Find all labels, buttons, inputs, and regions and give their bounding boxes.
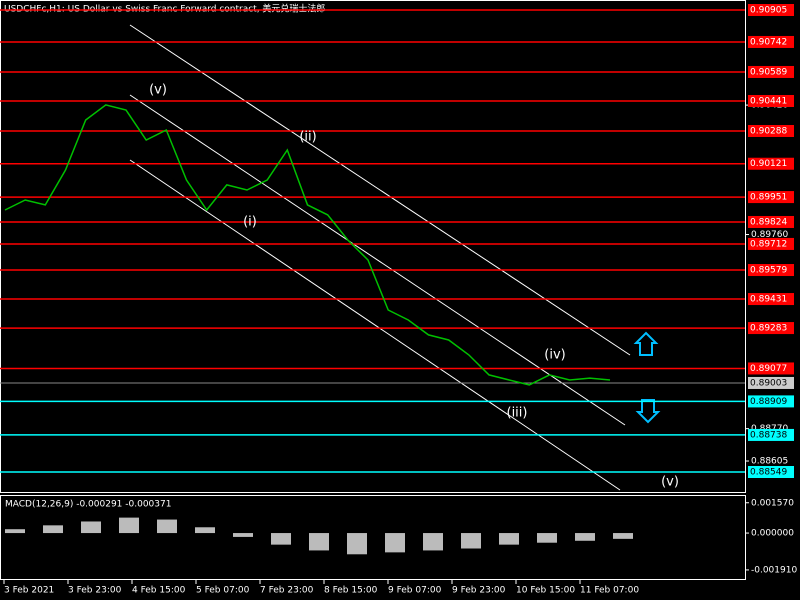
macd-bar [271,533,291,545]
level-label: 0.90905 [750,6,787,16]
macd-bar [81,521,101,534]
x-tick-label: 9 Feb 23:00 [452,586,506,596]
x-tick-label: 8 Feb 15:00 [324,586,378,596]
level-label: 0.89824 [750,217,787,227]
macd-bar [347,533,367,555]
level-label: 0.90742 [750,37,787,47]
level-label-box [748,322,794,335]
macd-frame [0,495,746,580]
x-tick-label: 3 Feb 2021 [4,586,54,596]
level-label-box [748,215,794,228]
level-label: 0.90441 [750,96,787,106]
macd-label: MACD(12,26,9) -0.000291 -0.000371 [5,500,171,510]
level-label: 0.88909 [750,397,787,407]
channel-line [129,94,626,426]
level-label-box [748,124,794,137]
x-tick-label: 7 Feb 23:00 [260,586,314,596]
level-label: 0.90121 [750,159,787,169]
wave-label: (i) [243,215,257,230]
x-tick-label: 5 Feb 07:00 [196,586,250,596]
macd-bar [5,529,25,534]
wave-label: (iv) [544,348,565,363]
macd-tick-label: 0.001570 [751,498,794,508]
wave-label: (ii) [299,130,316,145]
macd-tick-label: 0.000000 [751,529,794,539]
macd-bar [575,533,595,541]
level-label: 0.88549 [750,467,787,477]
macd-bar [119,517,139,534]
macd-tick-label: -0.001910 [751,565,797,575]
level-label-box [748,428,794,441]
x-tick-label: 4 Feb 15:00 [132,586,186,596]
level-label: 0.89283 [750,324,787,334]
level-label: 0.89579 [750,266,787,276]
price-line [4,104,611,386]
level-label: 0.88738 [750,430,787,440]
macd-bar [613,533,633,539]
macd-bar [423,533,443,551]
level-label-box [748,191,794,204]
level-label-box [748,237,794,250]
level-label: 0.89077 [750,364,787,374]
macd-bar [385,533,405,553]
channel-line [129,159,621,491]
level-label-box [748,157,794,170]
down-arrow [635,399,661,424]
x-tick-label: 11 Feb 07:00 [580,586,639,596]
level-label: 0.89712 [750,239,787,249]
channel-line [129,24,631,356]
level-label-box [748,395,794,408]
y-tick-label: 0.89760 [751,230,788,240]
current-price-box [748,376,794,389]
level-label-box [748,293,794,306]
level-label-box [748,362,794,375]
macd-bar [43,525,63,534]
chart-title: USDCHFc,H1: US Dollar vs Swiss Franc For… [4,3,325,15]
wave-label: (v) [661,475,679,490]
current-price-label: 0.89003 [750,378,787,388]
level-label-box [748,65,794,78]
wave-label: (v) [149,83,167,98]
x-tick-label: 3 Feb 23:00 [68,586,122,596]
macd-bar [195,527,215,534]
level-label: 0.89431 [750,295,787,305]
macd-bar [461,533,481,549]
level-label: 0.89951 [750,193,787,203]
macd-bar [233,533,253,537]
macd-bar [157,519,177,534]
main-frame [0,0,746,493]
y-tick-label: 0.88605 [751,457,788,467]
macd-bar [309,533,329,551]
level-label-box [748,35,794,48]
level-label-box [748,465,794,478]
x-tick-label: 10 Feb 15:00 [516,586,575,596]
level-label-box [748,264,794,277]
up-arrow [633,331,659,356]
x-tick-label: 9 Feb 07:00 [388,586,442,596]
wave-label: (iii) [507,406,528,421]
macd-bar [537,533,557,543]
level-label-box [748,94,794,107]
level-label: 0.90288 [750,126,787,136]
level-label-box [748,4,794,17]
level-label: 0.90589 [750,67,787,77]
macd-bar [499,533,519,545]
